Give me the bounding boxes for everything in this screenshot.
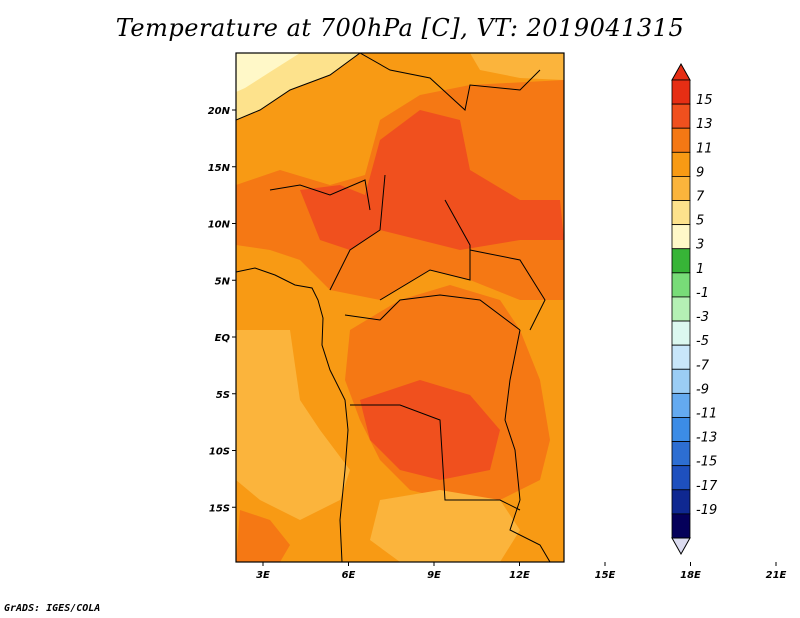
colorbar-swatch [671,79,691,105]
colorbar-label: -13 [696,431,717,446]
colorbar-label: 9 [696,165,704,180]
colorbar-label: -17 [696,479,718,494]
colorbar-label: 1 [696,262,704,277]
colorbar-label: 5 [696,214,704,229]
colorbar-swatch [671,320,691,346]
latitude-axis: 20N 15N 10N 5N EQ 5S 10S 15S [208,106,236,514]
map-title: Temperature at 700hPa [C], VT: 201904131… [115,14,685,42]
longitude-axis: 3E6E9E12E15E18E21E24E27E30E33E [256,562,787,581]
colorbar-label: -5 [696,334,709,349]
lon-tick-label: 3E [256,570,270,581]
colorbar-label: -9 [696,382,709,397]
colorbar-swatch [671,248,691,274]
lat-tick-label: 20N [208,106,231,117]
colorbar-swatch [671,344,691,370]
colorbar-label: -19 [696,503,717,518]
colorbar-swatch [671,151,691,177]
colorbar-swatch [671,176,691,201]
lat-tick-label: 10S [209,447,230,458]
colorbar-swatch [671,392,691,418]
lon-tick-label: 12E [509,570,530,581]
colorbar-under-triangle [671,537,691,556]
temperature-field [236,53,564,562]
grads-credit: GrADS: IGES/COLA [4,603,101,614]
colorbar-label: -15 [696,455,717,470]
colorbar-swatch [671,513,691,539]
colorbar-swatch [671,368,691,394]
lat-tick-label: 5S [216,390,230,401]
colorbar-label: 13 [696,117,713,132]
colorbar-label: -1 [696,286,709,301]
map-frame [235,52,565,563]
colorbar-swatch [671,200,691,226]
lat-tick-label: 10N [208,220,231,231]
colorbar-swatch [671,441,691,467]
colorbar-swatch [671,465,691,491]
colorbar-label: -11 [696,406,717,421]
colorbar-label: 7 [696,190,705,205]
colorbar-swatch [671,127,691,153]
colorbar-label: 3 [696,238,704,253]
lat-tick-label: EQ [215,333,231,344]
lat-tick-label: 15S [209,503,230,514]
colorbar-over-triangle [671,62,691,81]
lat-tick-label: 5N [215,276,231,287]
colorbar-swatch [671,224,691,250]
colorbar-label: -7 [696,358,710,373]
lon-tick-label: 18E [680,570,701,581]
lon-tick-label: 15E [595,570,616,581]
colorbar-label: 11 [696,141,713,156]
lon-tick-label: 21E [766,570,787,581]
colorbar-swatch [671,489,691,515]
colorbar-legend: 15 13 11 9 7 5 3 1 -1 -3 -5 -7 -9 -11 -13 -15 -17 -19 [671,62,718,556]
colorbar-swatch [671,272,691,298]
colorbar-swatch [671,103,691,129]
lon-tick-label: 9E [427,570,441,581]
lat-tick-label: 15N [208,163,231,174]
colorbar-label: -3 [696,310,709,325]
lon-tick-label: 6E [342,570,356,581]
colorbar-label: 15 [696,93,713,108]
colorbar-swatch [671,296,691,322]
colorbar-swatch [671,417,691,442]
